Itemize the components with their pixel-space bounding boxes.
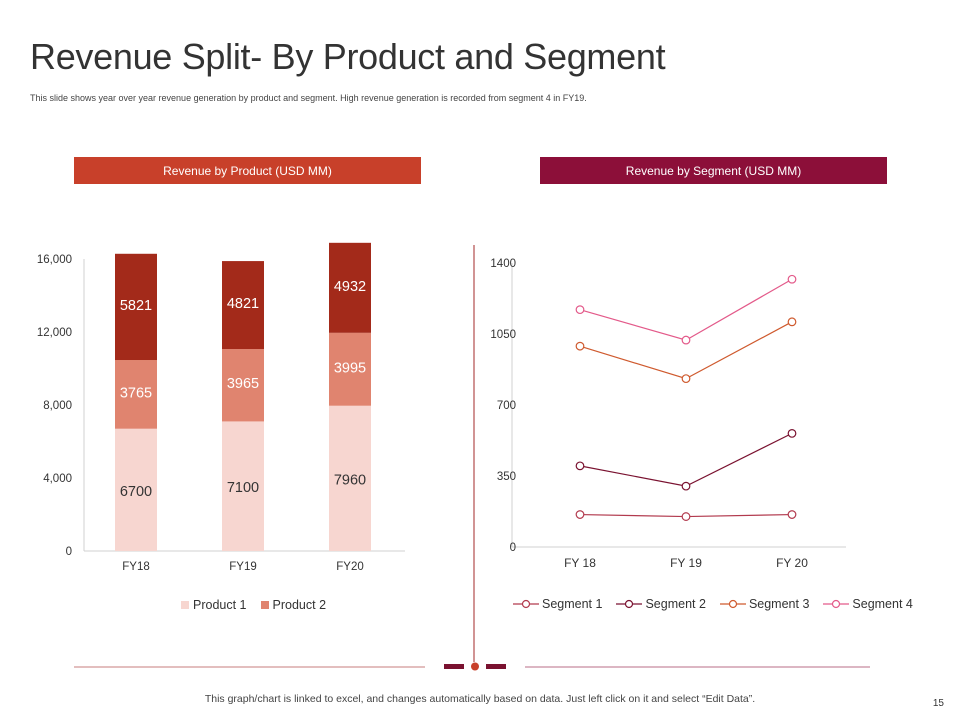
legend-label-segment2: Segment 2 <box>645 597 706 611</box>
bar-data-label: 4932 <box>334 279 366 295</box>
segment2-swatch-icon <box>616 599 643 609</box>
bar-segment <box>329 332 371 406</box>
legend-item-product1: Product 1 <box>181 598 247 612</box>
legend-label-segment4: Segment 4 <box>852 597 913 611</box>
segment-point <box>681 481 691 491</box>
product-legend: Product 1 Product 2 <box>181 598 340 612</box>
legend-item-segment1: Segment 1 <box>513 597 602 611</box>
segment-point <box>681 335 691 345</box>
segment-line <box>579 432 793 487</box>
bar-data-label: 3995 <box>334 360 366 376</box>
bar-y-tick-label: 4,000 <box>43 473 72 485</box>
bar-y-tick-label: 16,000 <box>37 254 72 266</box>
bar-data-label: 7960 <box>334 472 366 488</box>
segment3-swatch-icon <box>719 599 746 609</box>
segment-point <box>575 461 585 471</box>
segment-line <box>579 278 793 341</box>
bar-data-label: 5821 <box>120 298 152 314</box>
line-x-tick-label: FY 20 <box>776 556 808 570</box>
product2-swatch <box>260 601 269 609</box>
bar-segment <box>329 242 371 333</box>
footer-ornament-right <box>486 664 506 669</box>
bar-data-label: 3965 <box>227 376 259 392</box>
line-y-tick-label: 1050 <box>490 329 516 341</box>
page-number: 15 <box>932 698 944 709</box>
line-x-tick-label: FY 18 <box>564 556 596 570</box>
footer-ornament-dot <box>471 662 479 671</box>
legend-label-product1: Product 1 <box>193 598 247 612</box>
bar-segment <box>222 261 264 350</box>
bar-data-label: 7100 <box>227 480 259 496</box>
bar-y-tick-label: 8,000 <box>43 400 72 412</box>
segment-point <box>787 510 797 519</box>
bar-data-label: 4821 <box>227 296 259 312</box>
segment-line <box>579 321 793 380</box>
legend-item-segment2: Segment 2 <box>616 597 706 611</box>
footer-ornament-left <box>444 664 464 669</box>
line-x-tick-label: FY 19 <box>670 556 702 570</box>
legend-label-segment3: Segment 3 <box>748 597 810 611</box>
segment1-swatch-icon <box>513 599 539 609</box>
segment-point <box>681 512 691 521</box>
segment-point <box>787 317 797 327</box>
bar-segment <box>222 421 264 551</box>
bar-segment <box>115 360 157 429</box>
bar-x-tick-label: FY18 <box>122 561 150 573</box>
line-y-tick-label: 700 <box>497 400 516 412</box>
segment-chart-banner: Revenue by Segment (USD MM) <box>540 157 887 184</box>
legend-item-segment3: Segment 3 <box>719 597 810 611</box>
bar-segment <box>115 253 157 361</box>
product1-swatch <box>181 601 189 609</box>
legend-label-product2: Product 2 <box>272 598 327 612</box>
segment-point <box>575 305 585 315</box>
bar-data-label: 6700 <box>120 484 152 500</box>
segment-point <box>787 274 797 284</box>
segment-point <box>575 510 585 519</box>
slide-title: Revenue Split- By Product and Segment <box>30 36 666 77</box>
legend-item-segment4: Segment 4 <box>823 597 913 611</box>
bar-segment <box>329 405 371 551</box>
bar-y-tick-label: 12,000 <box>37 327 72 339</box>
bar-segment <box>115 428 157 551</box>
slide-subtitle: This slide shows year over year revenue … <box>30 93 587 103</box>
line-y-tick-label: 0 <box>510 542 516 554</box>
bar-x-tick-label: FY20 <box>336 561 364 573</box>
segment-point <box>575 341 585 351</box>
legend-label-segment1: Segment 1 <box>542 597 603 611</box>
legend-item-product2: Product 2 <box>260 598 327 612</box>
footer-note: This graph/chart is linked to excel, and… <box>204 693 756 705</box>
segment-point <box>681 374 691 384</box>
bar-data-label: 3765 <box>120 385 152 401</box>
segment-legend: Segment 1 Segment 2 Segment 3 Segment 4 <box>513 597 927 611</box>
bar-segment <box>222 349 264 422</box>
line-y-tick-label: 350 <box>497 471 516 483</box>
product-chart-banner: Revenue by Product (USD MM) <box>74 157 421 184</box>
segment-point <box>787 429 797 438</box>
bar-y-tick-label: 0 <box>66 546 72 558</box>
segment4-swatch-icon <box>823 599 850 609</box>
line-y-tick-label: 1400 <box>490 258 516 270</box>
bar-x-tick-label: FY19 <box>229 561 257 573</box>
